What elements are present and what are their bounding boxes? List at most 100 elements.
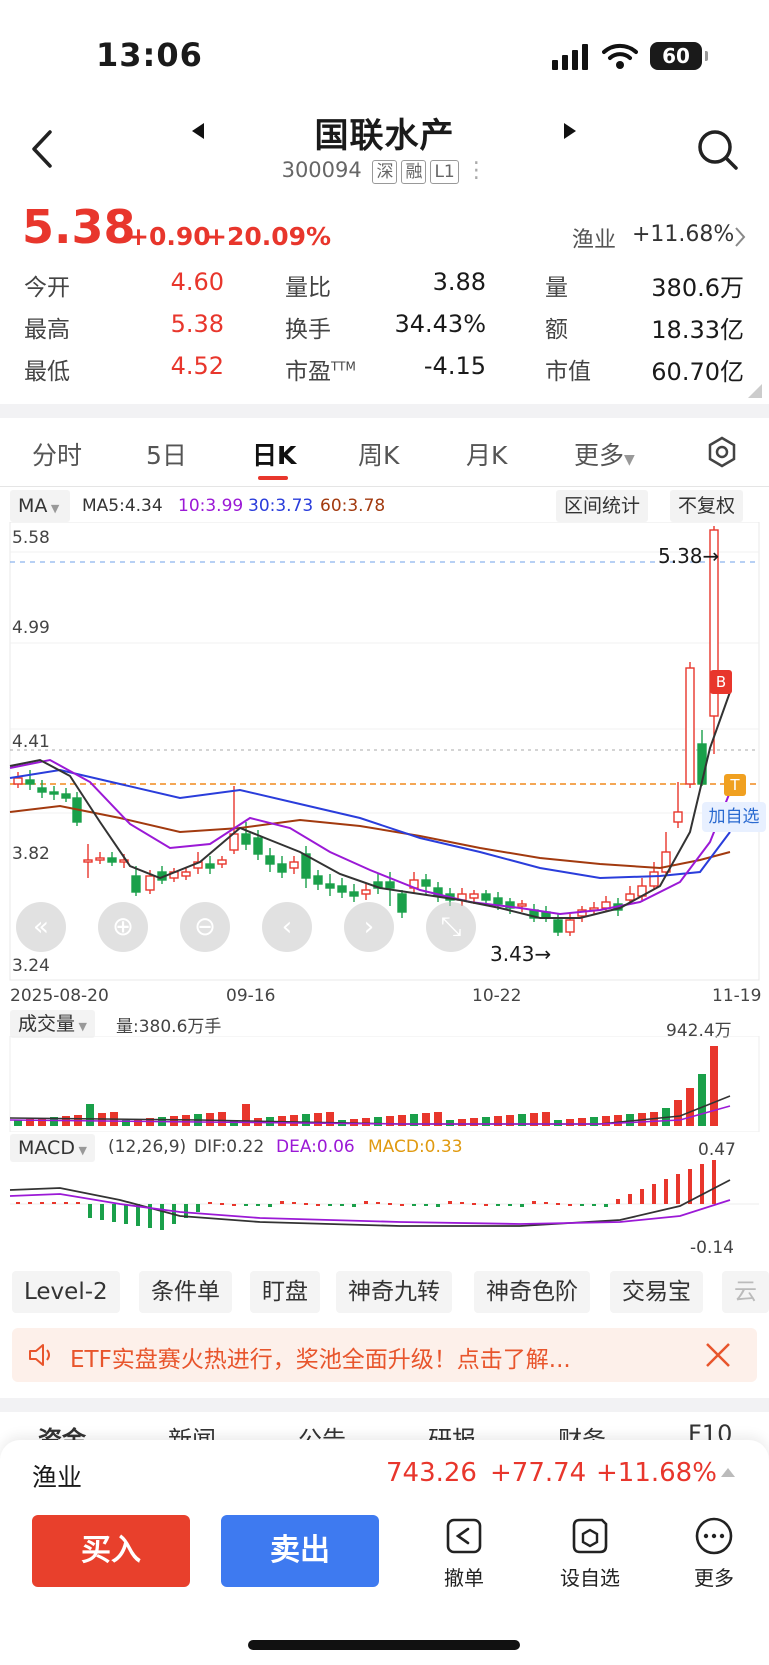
range-stats-button[interactable]: 区间统计 [556,490,649,522]
buy-button[interactable]: 买入 [32,1515,190,1587]
dropdown-caret-icon: ▼ [74,1144,87,1157]
chip-level2[interactable]: Level-2 [12,1271,120,1313]
adjust-button[interactable]: 不复权 [670,490,744,522]
status-time: 13:06 [96,36,203,74]
tab-timeshare[interactable]: 分时 [32,441,83,470]
volume-chart[interactable] [0,1036,769,1132]
stat-value: 18.33亿 [651,316,744,344]
macd-selector[interactable]: MACD ▼ [10,1134,95,1162]
stat-label: 量 [545,268,568,302]
chip-magic-nine[interactable]: 神奇九转 [336,1271,452,1313]
chip-magic-color[interactable]: 神奇色阶 [474,1271,590,1313]
candle-body [685,667,695,785]
scroll-right-icon[interactable]: › [344,902,394,952]
next-stock-icon[interactable] [562,121,578,141]
stat-value: 380.6万 [651,274,744,302]
signal-icon [552,44,588,70]
speaker-icon [29,1344,50,1366]
buy-marker[interactable]: B [710,670,732,694]
low-price-mark: 3.43→ [490,942,552,966]
scroll-left-icon[interactable]: ‹ [262,902,312,952]
stat-label: 额 [545,310,568,344]
volume-selector[interactable]: 成交量 ▼ [10,1010,95,1038]
chip-cloud[interactable]: 云 [722,1271,769,1313]
t-marker[interactable]: T [724,774,746,796]
volume-bar [218,1112,226,1126]
macd-bar [700,1164,704,1204]
volume-bar [566,1119,574,1126]
tab-monthly-k[interactable]: 月K [466,441,508,470]
back-arrow-icon[interactable] [28,128,56,170]
tab-daily-k[interactable]: 日K [252,441,297,470]
chip-trade-treasure[interactable]: 交易宝 [610,1271,703,1313]
candle-body [673,811,683,823]
industry-label[interactable]: 渔业 [572,228,617,253]
banner-text[interactable]: ETF实盘赛火热进行，奖池全面升级！点击了解... [70,1347,571,1373]
candle-body [301,853,311,879]
industry-change[interactable]: +11.68% [632,222,735,247]
macd-bar [256,1204,260,1206]
more-label[interactable]: 更多 [694,1566,734,1590]
macd-chart[interactable] [0,1160,769,1260]
add-watch-label[interactable]: 设自选 [560,1566,620,1590]
volume-bar [458,1119,466,1126]
macd-bar [436,1204,440,1207]
macd-bar [232,1204,236,1206]
volume-bar [374,1117,382,1126]
macd-bar [244,1204,248,1206]
tab-weekly-k[interactable]: 周K [358,441,400,470]
chevron-right-icon[interactable] [734,226,746,248]
volume-bar [626,1114,634,1126]
volume-bar [422,1113,430,1126]
candle-body [625,893,635,901]
bottom-industry[interactable]: 渔业 [32,1463,83,1492]
dropdown-caret-icon: ▼ [624,452,635,468]
more-icon[interactable] [694,1516,734,1556]
stat-label-sup: TTM [331,359,356,374]
stat-label: 量比 [285,268,331,302]
ma-selector-label: MA [18,495,48,517]
zoom-in-icon[interactable]: ⊕ [98,902,148,952]
macd-bar [52,1202,56,1204]
cancel-order-icon[interactable] [444,1516,484,1556]
settings-hexagon-icon[interactable] [706,436,738,468]
prev-stock-icon[interactable] [190,121,206,141]
candle-body [313,875,323,885]
x-label-start: 2025-08-20 [10,986,109,1006]
tab-more[interactable]: 更多▼ [574,436,635,472]
stat-value: 60.70亿 [651,358,744,386]
more-dots-icon[interactable]: ⋮ [465,158,488,183]
volume-bar [326,1112,334,1126]
candle-body [265,855,275,865]
cancel-order-label[interactable]: 撤单 [444,1566,484,1590]
volume-label: 成交量 [18,1013,76,1035]
stat-label-text: 量比 [285,275,331,301]
sell-button[interactable]: 卖出 [221,1515,379,1587]
chip-conditional-order[interactable]: 条件单 [139,1271,232,1313]
add-watch-button[interactable]: 加自选 [702,802,766,832]
macd-bar [544,1202,548,1204]
tab-5day[interactable]: 5日 [146,441,187,470]
fullscreen-icon[interactable]: ⤡ [426,902,476,952]
macd-value: MACD:0.33 [368,1137,463,1157]
ma5-value: MA5:4.34 [82,496,163,516]
macd-bar [400,1204,404,1206]
promo-banner[interactable] [12,1328,757,1382]
home-indicator [248,1640,520,1650]
macd-dea: DEA:0.06 [276,1137,355,1157]
zoom-out-icon[interactable]: ⊖ [180,902,230,952]
candle-body [481,893,491,901]
expand-up-icon[interactable] [720,1466,736,1478]
chip-watch[interactable]: 盯盘 [250,1271,320,1313]
macd-bar [652,1184,656,1204]
volume-bar [26,1119,34,1126]
close-icon[interactable] [704,1341,732,1369]
kline-chart[interactable] [0,522,769,992]
macd-bar [340,1204,344,1206]
add-watch-icon[interactable] [570,1516,610,1556]
volume-bar [614,1115,622,1126]
rewind-icon[interactable]: « [16,902,66,952]
search-icon[interactable] [696,128,740,172]
ma-selector[interactable]: MA ▼ [10,490,70,522]
macd-bar [160,1204,164,1230]
